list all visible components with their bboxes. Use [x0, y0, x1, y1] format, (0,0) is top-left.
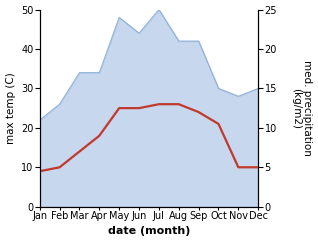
Y-axis label: max temp (C): max temp (C): [5, 72, 16, 144]
X-axis label: date (month): date (month): [108, 227, 190, 236]
Y-axis label: med. precipitation
(kg/m2): med. precipitation (kg/m2): [291, 60, 313, 156]
